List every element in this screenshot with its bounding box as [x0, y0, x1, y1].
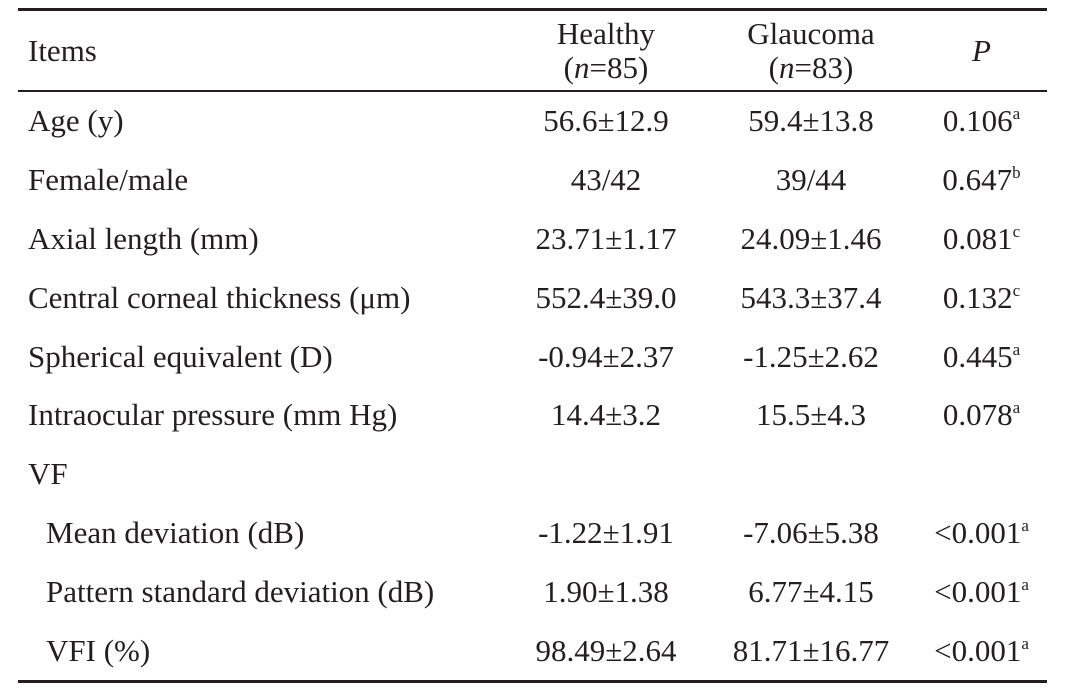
row-glaucoma: 39/44	[775, 162, 847, 198]
header-healthy-n: (n=85)	[506, 49, 706, 85]
p-value-footnote: b	[1012, 163, 1021, 183]
header-healthy: Healthy (n=85)	[506, 10, 706, 92]
row-p-value: <0.001a	[916, 504, 1047, 563]
p-value-text: 0.132	[942, 279, 1013, 315]
characteristics-table: Items Healthy (n=85) Glaucoma (n=83) P A…	[18, 8, 1047, 683]
row-p-value: 0.445a	[916, 327, 1047, 386]
row-healthy: 56.6±12.9	[543, 103, 669, 139]
table-row-section: VF	[18, 445, 1047, 504]
p-value-footnote: a	[1021, 633, 1029, 653]
header-healthy-label: Healthy	[556, 15, 656, 51]
row-glaucoma: 6.77±4.15	[748, 573, 874, 609]
row-p-value: 0.078a	[916, 386, 1047, 445]
row-p-value: 0.106a	[916, 91, 1047, 151]
header-glaucoma-n: (n=83)	[706, 49, 916, 85]
row-healthy: 14.4±3.2	[550, 397, 661, 433]
row-p-value: <0.001a	[916, 562, 1047, 621]
table-row: Central corneal thickness (μm) 552.4±39.…	[18, 268, 1047, 327]
row-item: Mean deviation (dB)	[46, 514, 305, 550]
header-healthy-n-value: =85)	[589, 49, 649, 85]
table-row: Spherical equivalent (D) -0.94±2.37 -1.2…	[18, 327, 1047, 386]
p-value-footnote: c	[1012, 280, 1021, 300]
row-glaucoma: 543.3±37.4	[740, 279, 882, 315]
row-p-value: 0.081c	[916, 210, 1047, 269]
row-item: Central corneal thickness (μm)	[28, 279, 411, 315]
row-item: Female/male	[28, 162, 189, 198]
row-glaucoma: -7.06±5.38	[743, 514, 879, 550]
header-glaucoma-n-var: n	[779, 49, 795, 85]
header-items: Items	[28, 32, 97, 68]
p-value-footnote: a	[1012, 104, 1021, 124]
table-row: Pattern standard deviation (dB) 1.90±1.3…	[18, 562, 1047, 621]
p-value-text: 0.445	[942, 338, 1013, 374]
table-body: Age (y) 56.6±12.9 59.4±13.8 0.106a Femal…	[18, 91, 1047, 682]
header-glaucoma: Glaucoma (n=83)	[706, 10, 916, 92]
table-row: VFI (%) 98.49±2.64 81.71±16.77 <0.001a	[18, 621, 1047, 682]
row-glaucoma: -1.25±2.62	[743, 338, 879, 374]
row-item: Axial length (mm)	[28, 220, 259, 256]
p-value-text: 0.647	[942, 162, 1013, 198]
table-row: Intraocular pressure (mm Hg) 14.4±3.2 15…	[18, 386, 1047, 445]
row-item: Intraocular pressure (mm Hg)	[28, 397, 398, 433]
row-item: Pattern standard deviation (dB)	[46, 573, 435, 609]
p-value-footnote: a	[1021, 515, 1029, 535]
p-value-text: <0.001	[934, 514, 1022, 550]
table-row: Age (y) 56.6±12.9 59.4±13.8 0.106a	[18, 91, 1047, 151]
row-healthy: 98.49±2.64	[535, 632, 677, 668]
row-healthy: 552.4±39.0	[535, 279, 677, 315]
p-value-footnote: a	[1021, 574, 1029, 594]
row-p-value: 0.132c	[916, 268, 1047, 327]
p-value-text: <0.001	[934, 573, 1022, 609]
row-item: VF	[28, 456, 68, 492]
header-glaucoma-n-value: =83)	[794, 49, 854, 85]
row-healthy	[506, 445, 706, 504]
row-p-value: <0.001a	[916, 621, 1047, 681]
p-value-text: 0.081	[942, 220, 1013, 256]
row-p-value: 0.647b	[916, 151, 1047, 210]
row-item: VFI (%)	[46, 632, 151, 668]
row-glaucoma: 15.5±4.3	[755, 397, 866, 433]
header-row: Items Healthy (n=85) Glaucoma (n=83) P	[18, 9, 1047, 92]
header-glaucoma-n-prefix: (	[768, 49, 779, 85]
header-healthy-n-var: n	[574, 49, 590, 85]
row-glaucoma: 24.09±1.46	[740, 220, 882, 256]
header-healthy-n-prefix: (	[563, 49, 574, 85]
table-row: Axial length (mm) 23.71±1.17 24.09±1.46 …	[18, 210, 1047, 269]
row-item: Age (y)	[28, 103, 124, 139]
table-row: Female/male 43/42 39/44 0.647b	[18, 151, 1047, 210]
row-healthy: -0.94±2.37	[538, 338, 674, 374]
table-row: Mean deviation (dB) -1.22±1.91 -7.06±5.3…	[18, 504, 1047, 563]
row-healthy: 43/42	[570, 162, 642, 198]
row-p-value	[916, 445, 1047, 504]
row-healthy: -1.22±1.91	[538, 514, 674, 550]
row-glaucoma: 59.4±13.8	[748, 103, 874, 139]
p-value-text: 0.078	[942, 397, 1013, 433]
header-p-value: P	[972, 32, 991, 68]
row-glaucoma	[706, 445, 916, 504]
row-healthy: 1.90±1.38	[543, 573, 669, 609]
p-value-footnote: c	[1012, 221, 1021, 241]
table-header: Items Healthy (n=85) Glaucoma (n=83) P	[18, 9, 1047, 92]
row-glaucoma: 81.71±16.77	[732, 632, 890, 668]
p-value-footnote: a	[1012, 398, 1021, 418]
row-healthy: 23.71±1.17	[535, 220, 677, 256]
p-value-text: <0.001	[934, 632, 1022, 668]
row-item: Spherical equivalent (D)	[28, 338, 333, 374]
p-value-footnote: a	[1012, 339, 1021, 359]
characteristics-table-container: Items Healthy (n=85) Glaucoma (n=83) P A…	[18, 8, 1047, 683]
header-glaucoma-label: Glaucoma	[747, 15, 875, 51]
p-value-text: 0.106	[942, 103, 1013, 139]
